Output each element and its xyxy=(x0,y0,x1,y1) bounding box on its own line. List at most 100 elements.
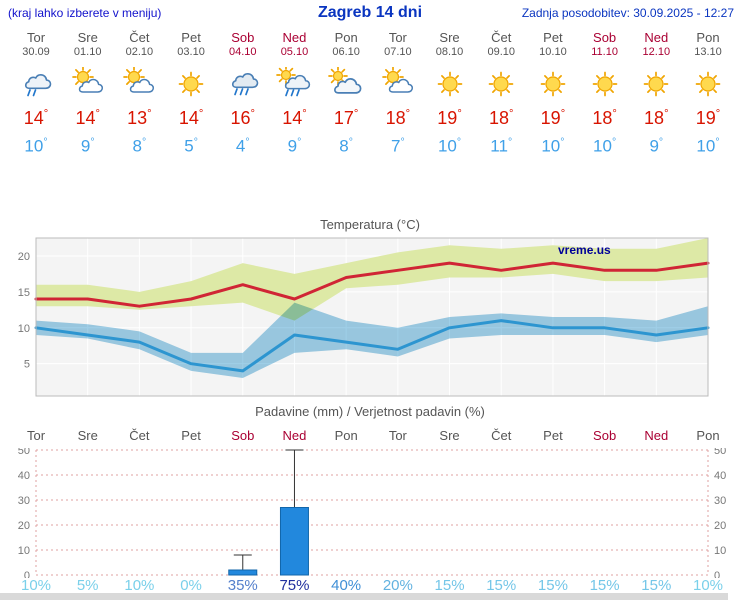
y-axis-label: 5 xyxy=(24,359,30,371)
sun-cloud-icon xyxy=(381,67,413,93)
day-date: 13.10 xyxy=(694,46,722,58)
weather-icon-wrap xyxy=(215,67,271,101)
y-axis-label-right: 50 xyxy=(714,448,726,457)
weather-icon-wrap xyxy=(577,67,633,101)
weather-icon-wrap xyxy=(422,67,478,101)
high-temperature: 16° xyxy=(230,108,256,128)
day-column: Čet 02.10 13° 8° xyxy=(111,30,167,157)
day-name: Ned xyxy=(282,30,307,45)
max_temp-line xyxy=(34,261,710,308)
low-temperature: 9° xyxy=(80,136,95,156)
y-axis-label-left: 50 xyxy=(18,448,30,457)
precip-day-label: Pet xyxy=(543,428,563,443)
min_temp-line xyxy=(34,319,710,373)
precip-bar xyxy=(228,569,258,576)
precip-probability: 10% xyxy=(692,577,724,594)
sun-cloud-icon xyxy=(71,67,103,93)
high-temperature: 18° xyxy=(385,108,411,128)
y-axis-label-right: 20 xyxy=(714,520,726,532)
precip-day-label: Ned xyxy=(644,428,669,443)
precip-day-label: Pon xyxy=(334,428,358,443)
day-column: Sre 01.10 14° 9° xyxy=(60,30,116,157)
high-temperature: 18° xyxy=(592,108,617,128)
day-date: 02.10 xyxy=(125,46,154,58)
precip-probability: 15% xyxy=(641,577,672,594)
y-axis-label-left: 0 xyxy=(24,570,30,578)
weather-icon-wrap xyxy=(163,67,219,101)
day-column: Čet 09.10 18° 11° xyxy=(473,30,529,157)
day-column: Sob 04.10 16° 4° xyxy=(215,30,271,157)
precipitation-day-labels: Tor Sre Čet Pet Sob Ned Pon Tor Sre Čet Pet Sob Ned P… xyxy=(0,428,740,446)
day-date: 09.10 xyxy=(487,46,515,58)
day-column: Sre 08.10 19° 10° xyxy=(422,30,478,157)
min_range-band xyxy=(36,302,708,378)
last-updated: Zadnja posodobitev: 30.09.2025 - 12:27 xyxy=(521,6,734,20)
weather-icon-wrap xyxy=(680,67,736,101)
low-temperature: 7° xyxy=(391,136,405,156)
low-temperature: 10° xyxy=(541,136,565,156)
low-temperature: 10° xyxy=(24,136,48,156)
low-temperature: 11° xyxy=(490,136,513,156)
horizontal-scrollbar[interactable] xyxy=(0,593,728,600)
precip-day-label: Tor xyxy=(388,428,407,443)
precipitation-chart: 0 0 10 10 20 20 30 30 40 40 50 50 xyxy=(18,448,727,578)
day-name: Sob xyxy=(593,30,617,45)
day-date: 01.10 xyxy=(73,46,102,58)
weather-icon-wrap xyxy=(60,67,116,101)
day-column: Sob 11.10 18° 10° xyxy=(577,30,633,157)
sun-icon xyxy=(437,71,462,97)
precip-probability: 40% xyxy=(331,577,362,594)
day-column: Pet 10.10 19° 10° xyxy=(525,30,581,157)
weather-icon-wrap xyxy=(318,67,374,101)
high-temperature: 17° xyxy=(333,108,359,128)
max_range-band xyxy=(36,238,708,321)
day-column: Pon 13.10 19° 10° xyxy=(680,30,736,157)
precip-bar xyxy=(279,507,309,576)
precip-probability: 15% xyxy=(486,577,517,594)
y-axis-label: 15 xyxy=(18,287,30,299)
day-date: 30.09 xyxy=(22,46,50,58)
y-axis-label-left: 30 xyxy=(18,495,30,507)
high-temperature: 18° xyxy=(644,108,669,128)
weather-icon-wrap xyxy=(111,67,167,101)
day-name: Pon xyxy=(334,30,358,45)
y-axis-label-left: 10 xyxy=(18,545,30,557)
weather-icon-wrap xyxy=(628,67,684,101)
day-date: 03.10 xyxy=(177,46,205,58)
weather-icon-wrap xyxy=(525,67,581,101)
precip-probability: 0% xyxy=(180,577,202,594)
low-temperature: 5° xyxy=(184,136,198,156)
header: (kraj lahko izberete v meniju) Zagreb 14… xyxy=(0,0,740,26)
low-temperature: 10° xyxy=(696,136,720,156)
precip-probability: 35% xyxy=(227,577,258,594)
day-column: Tor 30.09 14° 10° xyxy=(8,30,64,157)
day-name: Ned xyxy=(644,30,669,45)
rain-icon xyxy=(231,72,259,96)
precip-day-label: Čet xyxy=(491,428,512,443)
precip-day-label: Sob xyxy=(231,428,255,443)
high-temperature: 14° xyxy=(178,108,204,128)
precip-probability: 75% xyxy=(279,577,310,594)
precip-day-label: Tor xyxy=(26,428,46,443)
y-axis-label-right: 40 xyxy=(714,470,726,482)
sun-icon xyxy=(592,71,617,97)
sun-icon xyxy=(695,71,721,97)
y-axis-label: 20 xyxy=(18,251,30,263)
day-name: Tor xyxy=(26,30,46,45)
day-column: Pon 06.10 17° 8° xyxy=(318,30,374,157)
day-column: Tor 07.10 18° 7° xyxy=(370,30,426,157)
high-temperature: 14° xyxy=(75,108,100,128)
low-temperature: 8° xyxy=(132,136,147,156)
precip-day-label: Sre xyxy=(439,428,460,443)
cloud-drizzle-icon xyxy=(24,73,52,97)
low-temperature: 9° xyxy=(287,136,302,156)
high-temperature: 19° xyxy=(695,108,721,128)
high-temperature: 14° xyxy=(23,108,49,128)
day-date: 10.10 xyxy=(539,46,567,58)
sun-icon xyxy=(540,71,566,97)
weather-icon-wrap xyxy=(266,67,322,101)
precip-day-label: Pet xyxy=(181,428,201,443)
day-column: Ned 12.10 18° 9° xyxy=(628,30,684,157)
y-axis-label: 10 xyxy=(18,323,30,335)
y-axis-label-right: 30 xyxy=(714,495,726,507)
